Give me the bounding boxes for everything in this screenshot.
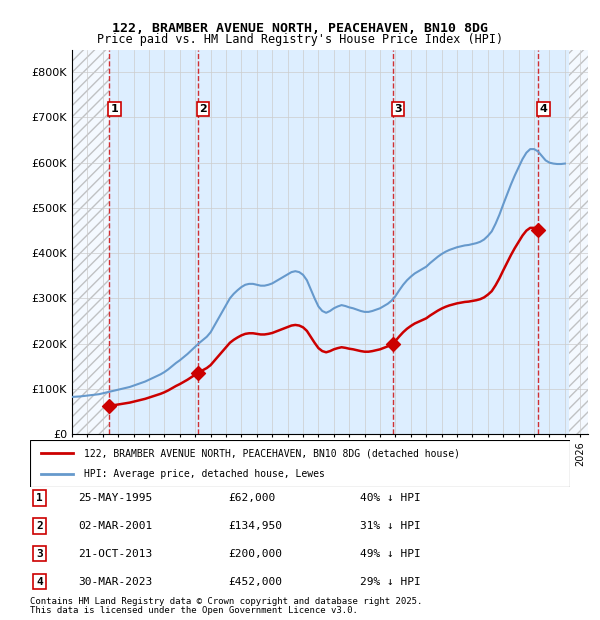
FancyBboxPatch shape	[30, 440, 570, 487]
Text: 25-MAY-1995: 25-MAY-1995	[78, 493, 152, 503]
Point	[533, 224, 543, 234]
Text: Contains HM Land Registry data © Crown copyright and database right 2025.: Contains HM Land Registry data © Crown c…	[30, 597, 422, 606]
Text: This data is licensed under the Open Government Licence v3.0.: This data is licensed under the Open Gov…	[30, 606, 358, 615]
Text: £452,000: £452,000	[228, 577, 282, 587]
Text: £134,950: £134,950	[228, 521, 282, 531]
Text: 122, BRAMBER AVENUE NORTH, PEACEHAVEN, BN10 8DG (detached house): 122, BRAMBER AVENUE NORTH, PEACEHAVEN, B…	[84, 448, 460, 458]
Text: 02-MAR-2001: 02-MAR-2001	[78, 521, 152, 531]
Text: 29% ↓ HPI: 29% ↓ HPI	[360, 577, 421, 587]
Text: 31% ↓ HPI: 31% ↓ HPI	[360, 521, 421, 531]
Text: 4: 4	[36, 577, 43, 587]
Text: 30-MAR-2023: 30-MAR-2023	[78, 577, 152, 587]
Text: 3: 3	[394, 104, 402, 114]
Text: £200,000: £200,000	[228, 549, 282, 559]
Point	[388, 339, 397, 348]
Text: 1: 1	[110, 104, 118, 114]
Text: 2: 2	[36, 521, 43, 531]
Text: HPI: Average price, detached house, Lewes: HPI: Average price, detached house, Lewe…	[84, 469, 325, 479]
Point	[104, 401, 114, 411]
Point	[193, 368, 203, 378]
Text: 3: 3	[36, 549, 43, 559]
Text: Price paid vs. HM Land Registry's House Price Index (HPI): Price paid vs. HM Land Registry's House …	[97, 33, 503, 46]
Text: 21-OCT-2013: 21-OCT-2013	[78, 549, 152, 559]
Text: 1: 1	[36, 493, 43, 503]
Text: 122, BRAMBER AVENUE NORTH, PEACEHAVEN, BN10 8DG: 122, BRAMBER AVENUE NORTH, PEACEHAVEN, B…	[112, 22, 488, 35]
Text: 49% ↓ HPI: 49% ↓ HPI	[360, 549, 421, 559]
Text: 4: 4	[539, 104, 547, 114]
Text: £62,000: £62,000	[228, 493, 275, 503]
Text: 40% ↓ HPI: 40% ↓ HPI	[360, 493, 421, 503]
Text: 2: 2	[199, 104, 207, 114]
